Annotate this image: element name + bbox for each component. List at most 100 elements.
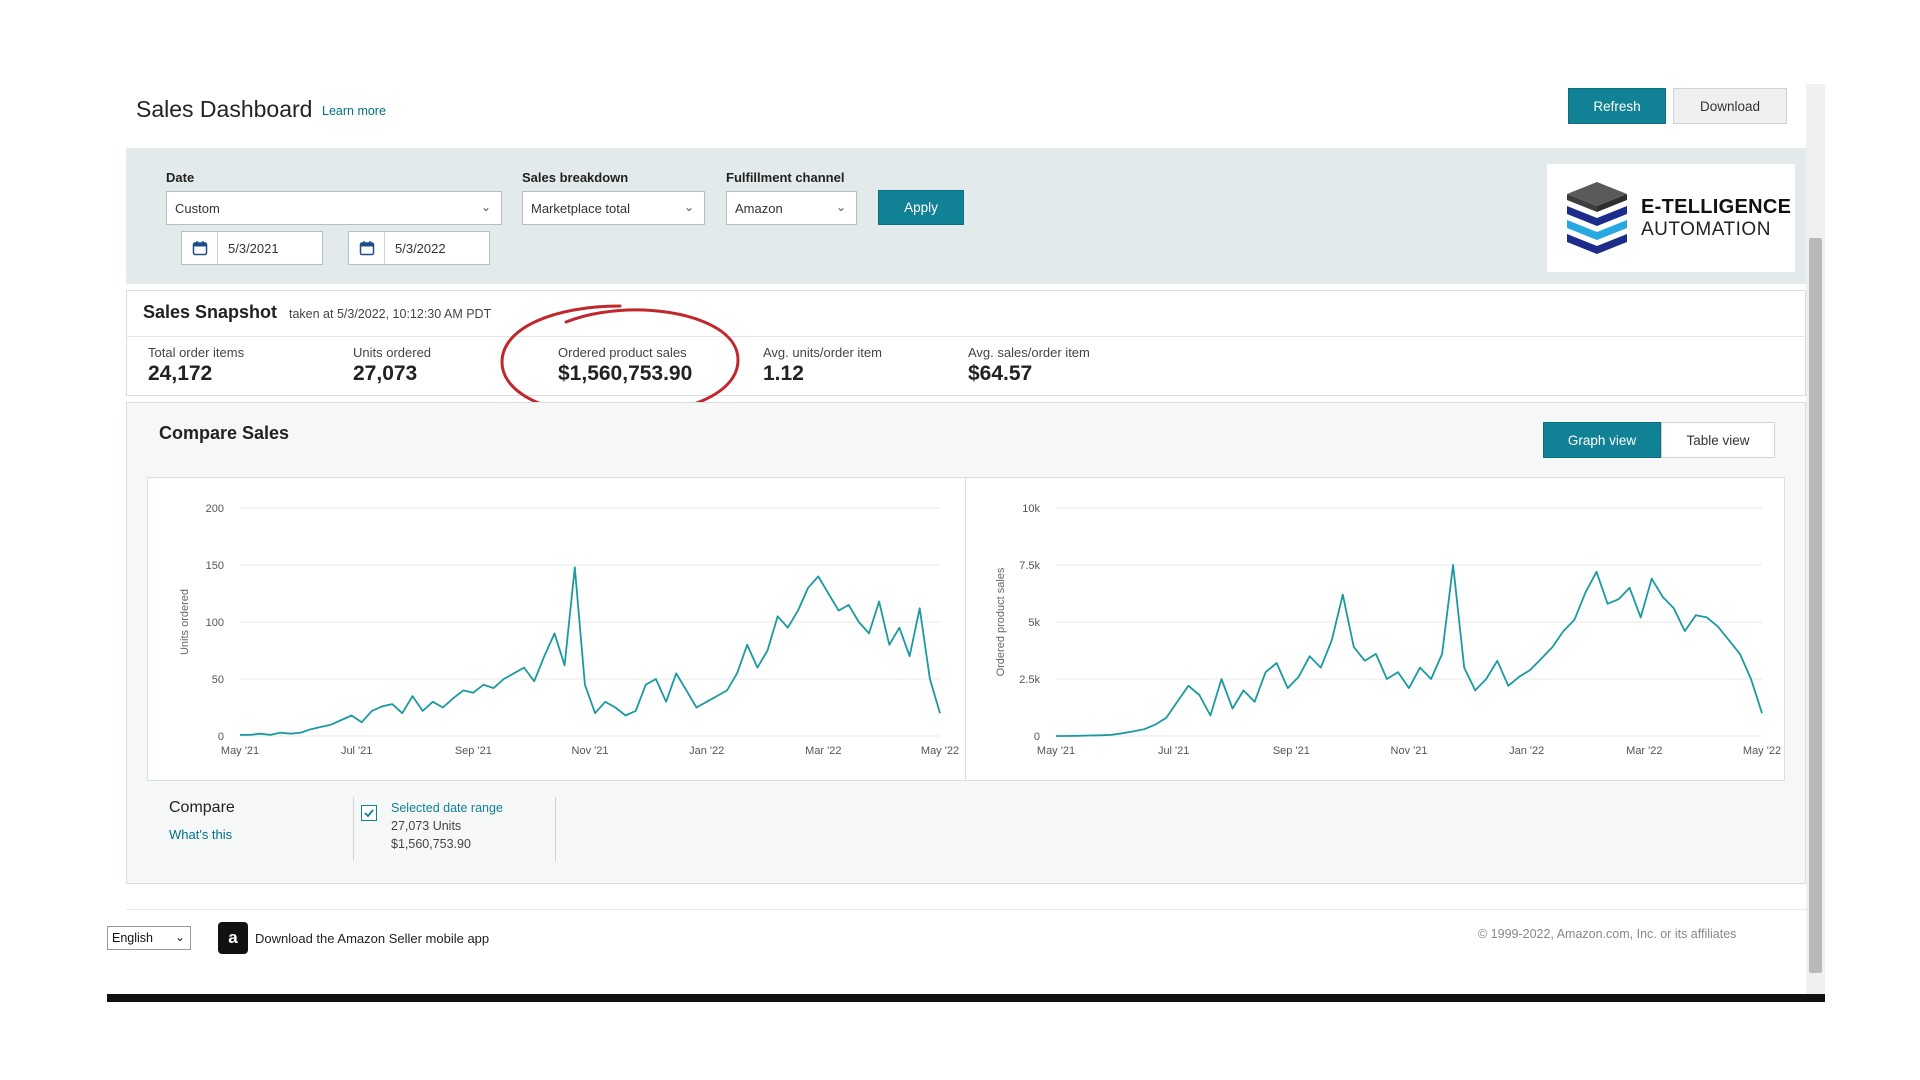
- metric-value: $1,560,753.90: [558, 362, 693, 385]
- amazon-app-icon[interactable]: a: [218, 922, 248, 954]
- graph-view-button[interactable]: Graph view: [1543, 422, 1661, 458]
- series-line: [240, 566, 941, 736]
- chevron-down-icon: ⌄: [683, 200, 694, 214]
- x-tick-label: Nov '21: [1391, 745, 1428, 757]
- metric-value: $64.57: [968, 362, 1033, 385]
- metric-value: 27,073: [353, 362, 418, 385]
- y-tick-label: 0: [218, 731, 224, 743]
- compare-divider: [555, 797, 556, 861]
- sales-breakdown-value: Marketplace total: [531, 201, 630, 216]
- metric-ordered-product-sales: Ordered product sales $1,560,753.90: [558, 345, 692, 386]
- calendar-icon: [349, 232, 385, 264]
- compare-sales-title: Compare Sales: [159, 423, 290, 443]
- metric-label: Units ordered: [353, 345, 432, 360]
- selected-range-label: Selected date range: [391, 801, 503, 815]
- scrollbar-thumb[interactable]: [1809, 238, 1822, 973]
- app-icon-letter: a: [228, 928, 238, 947]
- x-tick-label: May '21: [221, 745, 259, 757]
- metric-label: Total order items: [148, 345, 245, 360]
- metric-label: Ordered product sales: [558, 345, 687, 360]
- chart-divider: [965, 478, 966, 780]
- chevron-down-icon: ⌄: [480, 200, 491, 214]
- x-tick-label: May '21: [1037, 745, 1075, 757]
- page-title: Sales Dashboard: [136, 96, 313, 122]
- date-select-value: Custom: [175, 201, 220, 216]
- chevron-down-icon: ⌄: [174, 930, 185, 944]
- sales-snapshot-title: Sales Snapshot: [143, 302, 278, 322]
- y-tick-label: 0: [1034, 731, 1040, 743]
- metric-avg-units-per-order-item: Avg. units/order item 1.12: [763, 345, 882, 386]
- y-tick-label: 10k: [1022, 503, 1040, 515]
- table-view-button[interactable]: Table view: [1661, 422, 1775, 458]
- fulfillment-channel-select[interactable]: Amazon ⌄: [726, 191, 857, 225]
- x-tick-label: Mar '22: [805, 745, 841, 757]
- x-tick-label: Nov '21: [572, 745, 609, 757]
- date-label: Date: [166, 170, 195, 185]
- y-tick-label: 7.5k: [1019, 560, 1040, 572]
- units-ordered-chart: 0 50 100 150 200 May '21 Jul '21 Sep '21 Nov '21…: [179, 503, 959, 757]
- x-tick-label: Jul '21: [341, 745, 372, 757]
- x-tick-label: Sep '21: [1273, 745, 1310, 757]
- learn-more-link[interactable]: Learn more: [322, 104, 386, 118]
- refresh-button[interactable]: Refresh: [1568, 88, 1666, 124]
- logo-text-line1: E-TELLIGENCE: [1641, 196, 1792, 218]
- x-tick-label: Sep '21: [455, 745, 492, 757]
- y-tick-label: 2.5k: [1019, 674, 1040, 686]
- end-date-value: 5/3/2022: [395, 241, 446, 256]
- logo-text-line2: AUTOMATION: [1641, 219, 1771, 240]
- compare-sales-panel: Compare Sales Graph view Table view 0 50 1…: [126, 402, 1806, 884]
- series-line: [1056, 564, 1763, 737]
- x-tick-label: May '22: [1743, 745, 1781, 757]
- y-tick-label: 150: [206, 560, 224, 572]
- y-tick-label: 50: [212, 674, 224, 686]
- charts-container: 0 50 100 150 200 May '21 Jul '21 Sep '21 Nov '21…: [147, 477, 1785, 781]
- apply-button[interactable]: Apply: [878, 190, 964, 225]
- language-select[interactable]: English ⌄: [107, 926, 191, 950]
- selected-range-units: 27,073 Units: [391, 819, 462, 833]
- metric-label: Avg. units/order item: [763, 345, 882, 360]
- whats-this-link[interactable]: What's this: [169, 827, 233, 842]
- fulfillment-channel-value: Amazon: [735, 201, 783, 216]
- calendar-icon: [182, 232, 218, 264]
- logo-mark-icon: [1567, 182, 1627, 254]
- start-date-input[interactable]: 5/3/2021: [181, 231, 323, 265]
- selected-range-checkbox[interactable]: [361, 805, 377, 821]
- language-value: English: [112, 931, 153, 945]
- date-select[interactable]: Custom ⌄: [166, 191, 502, 225]
- y-tick-label: 100: [206, 617, 224, 629]
- y-axis-label: Ordered product sales: [995, 567, 1007, 676]
- copyright-text: © 1999-2022, Amazon.com, Inc. or its aff…: [1478, 927, 1737, 941]
- compare-divider: [353, 797, 354, 861]
- selected-range-sales: $1,560,753.90: [391, 837, 471, 851]
- sales-snapshot-panel: Sales Snapshot taken at 5/3/2022, 10:12:…: [126, 290, 1806, 396]
- x-tick-label: Jan '22: [689, 745, 724, 757]
- metric-label: Avg. sales/order item: [968, 345, 1090, 360]
- fulfillment-channel-label: Fulfillment channel: [726, 170, 845, 185]
- metric-avg-sales-per-order-item: Avg. sales/order item $64.57: [968, 345, 1090, 386]
- x-tick-label: Jul '21: [1158, 745, 1189, 757]
- y-tick-label: 200: [206, 503, 224, 515]
- x-tick-label: May '22: [921, 745, 959, 757]
- y-axis-label: Units ordered: [179, 589, 191, 655]
- compare-label: Compare: [169, 799, 235, 816]
- sales-breakdown-label: Sales breakdown: [522, 170, 629, 185]
- download-button[interactable]: Download: [1673, 88, 1787, 124]
- mobile-app-link[interactable]: Download the Amazon Seller mobile app: [255, 931, 490, 946]
- bottom-edge-bar: [107, 994, 1825, 1002]
- end-date-input[interactable]: 5/3/2022: [348, 231, 490, 265]
- metric-value: 1.12: [763, 362, 804, 385]
- start-date-value: 5/3/2021: [228, 241, 279, 256]
- chevron-down-icon: ⌄: [835, 200, 846, 214]
- checkmark-icon: [364, 809, 374, 818]
- ordered-product-sales-chart: 0 2.5k 5k 7.5k 10k May '21 Jul '21 Sep '21 Nov '…: [995, 503, 1781, 757]
- metric-total-order-items: Total order items 24,172: [148, 345, 244, 386]
- snapshot-timestamp: taken at 5/3/2022, 10:12:30 AM PDT: [289, 307, 492, 321]
- sales-breakdown-select[interactable]: Marketplace total ⌄: [522, 191, 705, 225]
- e-telligence-logo: E-TELLIGENCE AUTOMATION: [1547, 164, 1795, 272]
- x-tick-label: Mar '22: [1626, 745, 1662, 757]
- x-tick-label: Jan '22: [1509, 745, 1544, 757]
- footer-divider: [126, 909, 1806, 910]
- y-tick-label: 5k: [1028, 617, 1040, 629]
- metric-units-ordered: Units ordered 27,073: [353, 345, 431, 386]
- sales-snapshot-header: Sales Snapshot taken at 5/3/2022, 10:12:…: [127, 291, 1805, 337]
